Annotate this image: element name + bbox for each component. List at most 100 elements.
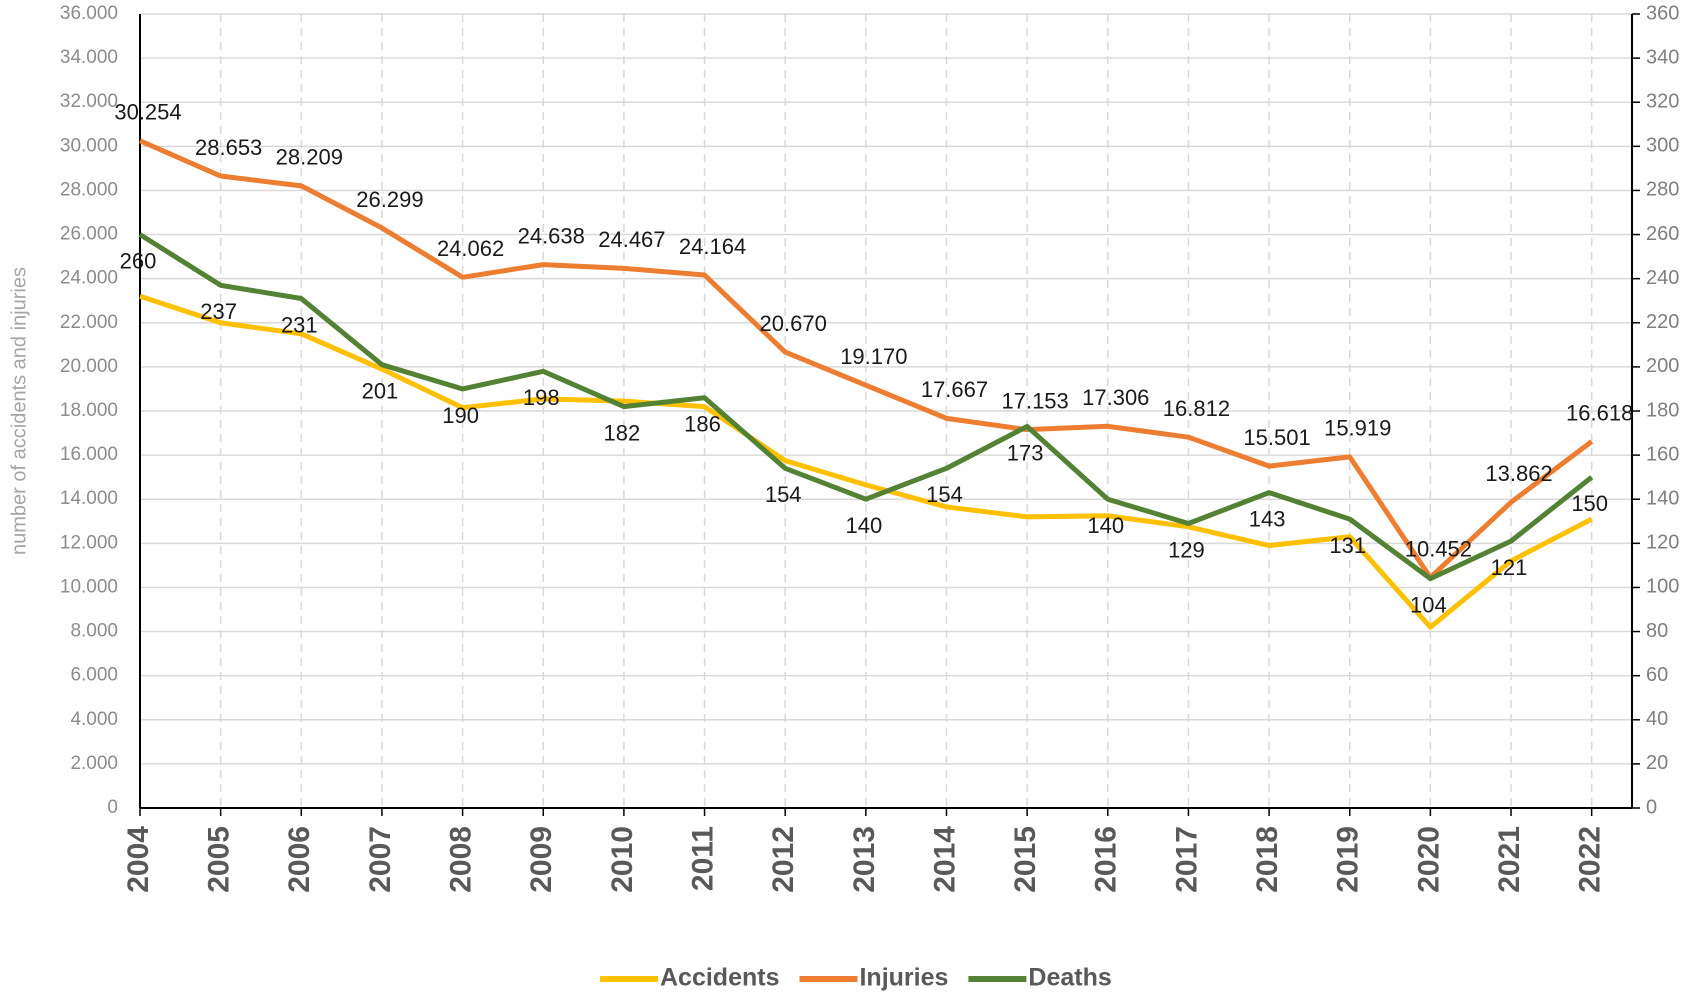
x-tick-label: 2007 [364, 826, 397, 893]
y2-tick-label: 240 [1646, 267, 1679, 289]
y2-tick-label: 80 [1646, 620, 1668, 642]
y-tick-label: 16.000 [60, 444, 118, 465]
y-tick-label: 34.000 [60, 47, 118, 68]
x-tick-label: 2020 [1412, 826, 1445, 893]
y2-tick-label: 120 [1646, 532, 1679, 554]
y2-tick-label: 340 [1646, 46, 1679, 68]
y-tick-label: 0 [107, 797, 118, 818]
data-label: 28.209 [276, 145, 343, 170]
data-label: 198 [523, 385, 560, 410]
x-tick-label: 2018 [1251, 826, 1284, 893]
series-line [138, 138, 1594, 580]
y-tick-label: 20.000 [60, 356, 118, 377]
data-label: 150 [1571, 491, 1608, 516]
legend-label: Accidents [660, 964, 779, 992]
x-tick-label: 2022 [1574, 826, 1607, 893]
data-label: 30.254 [114, 100, 181, 125]
data-label: 173 [1007, 440, 1044, 465]
y2-tick-label: 20 [1646, 752, 1668, 774]
y-tick-label: 2.000 [70, 753, 118, 774]
y-tick-label: 22.000 [60, 312, 118, 333]
data-label: 121 [1491, 555, 1528, 580]
y-tick-label: 4.000 [70, 709, 118, 730]
y2-tick-label: 100 [1646, 576, 1679, 598]
y-tick-label: 10.000 [60, 576, 118, 597]
x-tick-label: 2009 [525, 826, 558, 893]
y2-tick-label: 300 [1646, 135, 1679, 157]
x-tick-label: 2006 [283, 826, 316, 893]
y2-tick-label: 40 [1646, 708, 1668, 730]
x-tick-label: 2010 [606, 826, 639, 893]
y2-tick-label: 220 [1646, 311, 1679, 333]
series-line [138, 232, 1594, 582]
data-label: 140 [845, 513, 882, 538]
y2-tick-label: 0 [1646, 796, 1657, 818]
data-label: 19.170 [840, 344, 907, 369]
data-label: 182 [604, 420, 641, 445]
series-line [139, 293, 1593, 630]
legend-label: Deaths [1028, 964, 1111, 992]
data-label: 17.667 [921, 377, 988, 402]
y-tick-label: 24.000 [60, 268, 118, 289]
data-label: 190 [442, 403, 479, 428]
data-label: 129 [1168, 537, 1205, 562]
x-tick-label: 2015 [1009, 826, 1042, 893]
data-label: 13.862 [1485, 461, 1552, 486]
x-tick-label: 2004 [122, 826, 155, 893]
x-tick-label: 2021 [1493, 826, 1526, 893]
data-label: 24.638 [518, 223, 585, 248]
x-tick-label: 2011 [686, 826, 719, 891]
data-label: 16.618 [1566, 400, 1633, 425]
data-label: 15.501 [1243, 425, 1310, 450]
y2-tick-label: 260 [1646, 223, 1679, 245]
x-tick-label: 2005 [203, 826, 236, 893]
data-label: 20.670 [760, 311, 827, 336]
legend-label: Injuries [859, 964, 948, 992]
y2-tick-label: 180 [1646, 399, 1679, 421]
data-label: 154 [926, 482, 963, 507]
y-tick-label: 32.000 [60, 91, 118, 112]
x-tick-label: 2019 [1332, 826, 1365, 893]
y-tick-label: 18.000 [60, 400, 118, 421]
y-tick-label: 26.000 [60, 224, 118, 245]
x-tick-label: 2013 [848, 826, 881, 893]
y-tick-label: 12.000 [60, 532, 118, 553]
data-label: 15.919 [1324, 416, 1391, 441]
data-label: 26.299 [356, 187, 423, 212]
x-tick-label: 2017 [1170, 826, 1203, 893]
data-label: 16.812 [1163, 396, 1230, 421]
y-tick-label: 28.000 [60, 179, 118, 200]
y2-tick-label: 140 [1646, 488, 1679, 510]
y-tick-label: 8.000 [70, 621, 118, 642]
y-tick-label: 14.000 [60, 488, 118, 509]
data-label: 10.452 [1405, 536, 1472, 561]
data-label: 104 [1410, 592, 1447, 617]
data-label: 28.653 [195, 135, 262, 160]
y2-tick-label: 360 [1646, 2, 1679, 24]
y2-tick-label: 160 [1646, 443, 1679, 465]
y-tick-label: 36.000 [60, 3, 118, 24]
data-label: 231 [281, 312, 318, 337]
y-axis-label: number of accidents and injuries [8, 267, 30, 555]
data-label: 131 [1329, 533, 1366, 558]
data-label: 24.164 [679, 234, 746, 259]
data-label: 201 [362, 378, 399, 403]
data-label: 17.306 [1082, 385, 1149, 410]
y2-tick-label: 200 [1646, 355, 1679, 377]
data-label: 186 [684, 412, 721, 437]
data-label: 154 [765, 482, 802, 507]
y2-tick-label: 320 [1646, 91, 1679, 113]
x-tick-label: 2014 [928, 826, 961, 893]
data-label: 140 [1087, 513, 1124, 538]
data-label: 237 [200, 299, 237, 324]
data-label: 24.062 [437, 236, 504, 261]
x-tick-label: 2008 [445, 826, 478, 893]
data-label: 24.467 [598, 227, 665, 252]
x-tick-label: 2012 [767, 826, 800, 893]
data-label: 143 [1249, 506, 1286, 531]
x-tick-label: 2016 [1090, 826, 1123, 893]
data-label: 260 [120, 248, 157, 273]
y2-tick-label: 280 [1646, 179, 1679, 201]
data-label: 17.153 [1001, 388, 1068, 413]
